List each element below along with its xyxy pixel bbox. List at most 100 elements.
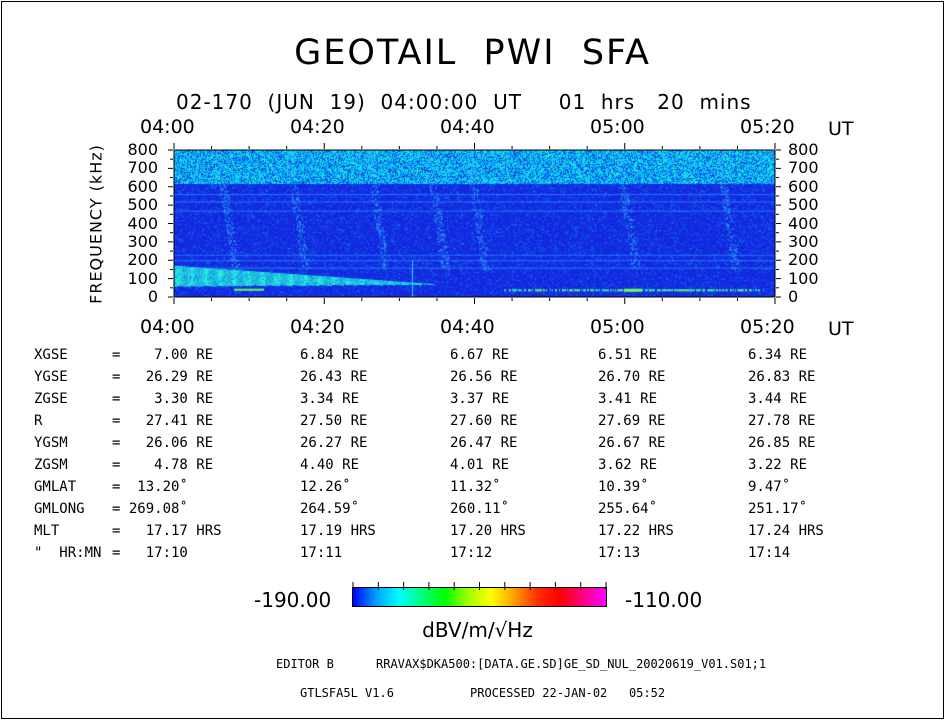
footer-processed: PROCESSED 22-JAN-02 05:52 — [470, 686, 666, 700]
orbit-value: 3.41 RE — [598, 391, 658, 407]
orbit-value: 3.34 RE — [300, 391, 360, 407]
orbit-value: 3.62 RE — [598, 457, 658, 473]
orbit-value: 4.40 RE — [300, 457, 360, 473]
y-tick-label: 700 — [127, 158, 158, 178]
bottom-x-unit: UT — [828, 318, 854, 340]
orbit-value: 26.67 RE — [598, 435, 666, 451]
orbit-value: = 269.08˚ — [112, 501, 188, 517]
orbit-value: 17:13 — [598, 545, 641, 561]
colorbar-unit: dBV/m/√Hz — [422, 618, 533, 642]
y-tick-label: 500 — [127, 195, 158, 215]
orbit-value: 3.44 RE — [748, 391, 808, 407]
colorbar-ticks — [352, 582, 607, 590]
bottom-x-tick-label: 05:00 — [590, 316, 645, 338]
y-tick-label: 300 — [127, 231, 158, 251]
bottom-x-tick-label: 05:20 — [740, 316, 795, 338]
orbit-value: 17.19 HRS — [300, 523, 376, 539]
orbit-value: = 26.29 RE — [112, 369, 214, 385]
orbit-value: 27.78 RE — [748, 413, 816, 429]
orbit-value: = 3.30 RE — [112, 391, 214, 407]
orbit-value: 6.67 RE — [450, 347, 510, 363]
orbit-value: 17:11 — [300, 545, 343, 561]
orbit-row-label: YGSM — [34, 435, 68, 451]
y-tick-label: 0 — [147, 287, 158, 306]
orbit-value: = 26.06 RE — [112, 435, 214, 451]
top-x-tick-label: 05:20 — [740, 116, 795, 138]
y-tick-label: 600 — [788, 176, 819, 196]
top-x-unit: UT — [828, 118, 854, 140]
plot-subtitle: 02-170 (JUN 19) 04:00:00 UT 01 hrs 20 mi… — [176, 90, 752, 114]
orbit-value: 260.11˚ — [450, 501, 510, 517]
y-tick-label: 100 — [127, 268, 158, 288]
orbit-value: 27.69 RE — [598, 413, 666, 429]
orbit-value: 26.56 RE — [450, 369, 518, 385]
y-tick-label: 400 — [127, 213, 158, 233]
orbit-value: 264.59˚ — [300, 501, 360, 517]
orbit-value: = 17:10 — [112, 545, 188, 561]
bottom-x-tick-label: 04:40 — [440, 316, 495, 338]
spectrogram — [174, 150, 775, 297]
y-tick-label: 400 — [788, 213, 819, 233]
orbit-value: 26.83 RE — [748, 369, 816, 385]
bottom-x-tick-label: 04:20 — [290, 316, 345, 338]
top-x-tick-label: 05:00 — [590, 116, 645, 138]
y-tick-label: 300 — [788, 231, 819, 251]
orbit-value: 26.85 RE — [748, 435, 816, 451]
orbit-value: 26.43 RE — [300, 369, 368, 385]
y-tick-label: 500 — [788, 195, 819, 215]
y-tick-label: 700 — [788, 158, 819, 178]
orbit-row-label: XGSE — [34, 347, 68, 363]
orbit-row-label: R — [34, 413, 43, 429]
orbit-value: 26.27 RE — [300, 435, 368, 451]
orbit-value: 12.26˚ — [300, 479, 351, 495]
orbit-value: 3.22 RE — [748, 457, 808, 473]
orbit-value: 251.17˚ — [748, 501, 808, 517]
orbit-value: 6.84 RE — [300, 347, 360, 363]
orbit-value: = 27.41 RE — [112, 413, 214, 429]
y-tick-label: 600 — [127, 176, 158, 196]
orbit-value: = 17.17 HRS — [112, 523, 222, 539]
orbit-row-label: GMLAT — [34, 479, 77, 495]
y-tick-label: 200 — [788, 250, 819, 270]
orbit-value: = 7.00 RE — [112, 347, 214, 363]
orbit-value: 26.70 RE — [598, 369, 666, 385]
y-tick-label: 0 — [788, 287, 799, 306]
orbit-value: 27.60 RE — [450, 413, 518, 429]
orbit-value: 17:12 — [450, 545, 493, 561]
orbit-value: 6.34 RE — [748, 347, 808, 363]
orbit-value: 6.51 RE — [598, 347, 658, 363]
plot-frame — [173, 149, 776, 298]
orbit-value: = 13.20˚ — [112, 479, 188, 495]
orbit-row-label: MLT — [34, 523, 60, 539]
bottom-x-tick-label: 04:00 — [140, 316, 195, 338]
orbit-value: 17.20 HRS — [450, 523, 526, 539]
colorbar-min-label: -190.00 — [254, 588, 332, 612]
colorbar — [352, 587, 607, 607]
orbit-value: 255.64˚ — [598, 501, 658, 517]
footer-editor: EDITOR B — [276, 657, 334, 671]
top-x-tick-label: 04:20 — [290, 116, 345, 138]
orbit-row-label: " HR:MN — [34, 545, 102, 561]
footer-version: GTLSFA5L V1.6 — [300, 686, 394, 700]
orbit-value: 3.37 RE — [450, 391, 510, 407]
orbit-value: 17:14 — [748, 545, 791, 561]
orbit-value: 10.39˚ — [598, 479, 649, 495]
orbit-value: 9.47˚ — [748, 479, 791, 495]
y-tick-label: 200 — [127, 250, 158, 270]
orbit-value: 27.50 RE — [300, 413, 368, 429]
y-tick-label: 800 — [127, 140, 158, 159]
y-tick-label: 100 — [788, 268, 819, 288]
orbit-row-label: ZGSM — [34, 457, 68, 473]
orbit-value: 17.24 HRS — [748, 523, 824, 539]
orbit-row-label: YGSE — [34, 369, 68, 385]
y-tick-label: 800 — [788, 140, 819, 159]
orbit-value: 4.01 RE — [450, 457, 510, 473]
top-x-tick-label: 04:00 — [140, 116, 195, 138]
orbit-value: = 4.78 RE — [112, 457, 214, 473]
plot-title: GEOTAIL PWI SFA — [294, 33, 651, 73]
orbit-value: 26.47 RE — [450, 435, 518, 451]
orbit-row-label: GMLONG — [34, 501, 85, 517]
orbit-value: 17.22 HRS — [598, 523, 674, 539]
